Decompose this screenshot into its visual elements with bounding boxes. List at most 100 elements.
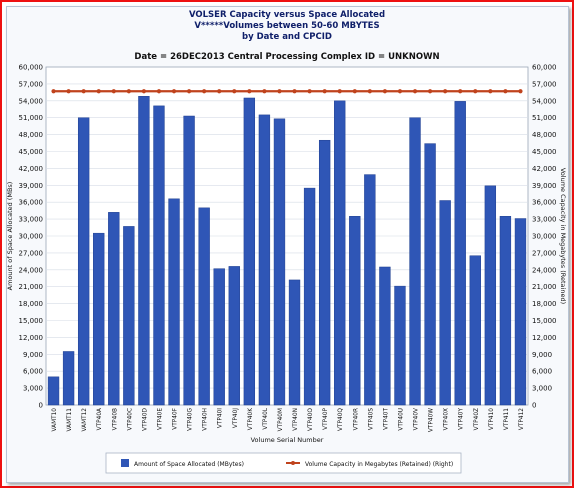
y-axis-left: 0 3,000 6,000 9,000 12,000 15,000 18,000 21,000… [19, 64, 44, 410]
y-tick-label-right: 9,000 [532, 351, 552, 359]
x-tick-label: VTP40O [308, 408, 314, 431]
legend-bar-swatch [121, 459, 129, 467]
bar [424, 143, 436, 406]
bar [334, 100, 346, 406]
y-tick-label-left: 42,000 [19, 165, 44, 173]
y-tick-label-right: 33,000 [532, 216, 557, 224]
y-tick-label-left: 60,000 [19, 64, 44, 72]
line-point [503, 89, 508, 94]
bar [123, 226, 135, 406]
line-point [473, 89, 478, 94]
x-tick-label: VTP412 [519, 408, 525, 430]
bar [62, 351, 75, 406]
line-series [51, 89, 523, 94]
line-point [307, 89, 312, 94]
x-tick-label: VTP40T [383, 408, 389, 430]
bar [77, 117, 90, 406]
bar [364, 174, 376, 406]
x-tick-label: VTP40H [203, 408, 209, 431]
bar [469, 255, 481, 406]
line-point [488, 89, 493, 94]
x-tick-label: VTP410 [489, 408, 495, 430]
bar-series [47, 96, 527, 406]
y-axis-right: 0 3,000 6,000 9,000 12,000 15,000 18,000 21,000… [532, 64, 557, 410]
y-tick-label-left: 51,000 [19, 114, 44, 122]
y-tick-label-left: 12,000 [19, 334, 44, 342]
line-point [292, 89, 297, 94]
y-tick-label-right: 45,000 [532, 148, 557, 156]
x-tick-label: VTP40S [368, 408, 374, 430]
bar [514, 218, 527, 406]
line-point [262, 89, 267, 94]
x-tick-label: VTP40I [218, 408, 224, 428]
bar [379, 266, 391, 406]
legend-line-marker [291, 461, 295, 465]
line-point [337, 89, 342, 94]
line-point [352, 89, 357, 94]
bar [303, 187, 316, 406]
line-point [367, 89, 372, 94]
bar [243, 97, 256, 406]
line-point [443, 89, 448, 94]
x-axis-label: Volume Serial Number [251, 436, 324, 444]
line-point [156, 89, 162, 94]
bar [349, 216, 361, 406]
line-point [412, 89, 418, 94]
line-point [111, 89, 116, 94]
bar [454, 101, 466, 406]
y-tick-label-right: 21,000 [532, 283, 557, 291]
y-tick-label-left: 48,000 [19, 131, 44, 139]
bar [93, 232, 105, 406]
y-axis-right-label: Volume Capacity in Megabytes (Retained) [559, 168, 567, 304]
x-tick-label: VTP40V [414, 408, 420, 430]
chart-title-line-1: VOLSER Capacity versus Space Allocated [189, 10, 385, 20]
y-tick-label-right: 48,000 [532, 131, 557, 139]
line-point [232, 89, 237, 94]
y-tick-label-right: 3,000 [532, 385, 552, 393]
x-tick-label: VTP40J [233, 408, 239, 428]
bar [153, 105, 165, 406]
y-tick-label-left: 21,000 [19, 283, 44, 291]
y-tick-label-left: 9,000 [23, 351, 43, 359]
line-point [141, 89, 147, 94]
bar [108, 212, 120, 406]
x-tick-label: VTP40B [112, 408, 118, 430]
line-point [382, 89, 388, 94]
bar [258, 114, 271, 406]
line-point [66, 89, 71, 94]
line-point [126, 89, 131, 94]
bar [409, 117, 421, 406]
y-tick-label-left: 6,000 [23, 368, 43, 376]
bar [47, 376, 60, 406]
x-tick-label: VTP411 [504, 408, 510, 430]
bar [273, 118, 286, 406]
bar [228, 266, 240, 406]
line-point [518, 89, 523, 94]
line-point [458, 89, 463, 94]
x-tick-label: VTP40Y [459, 408, 465, 430]
y-tick-label-right: 0 [532, 402, 536, 410]
y-tick-label-left: 0 [39, 402, 43, 410]
y-tick-label-right: 51,000 [532, 114, 557, 122]
bar [138, 96, 150, 406]
line-point [171, 89, 177, 94]
x-tick-label: VAMT10 [52, 408, 58, 432]
y-tick-label-right: 18,000 [532, 300, 557, 308]
bar [499, 216, 512, 406]
x-axis: VAMT10 VAMT11 VAMT12 VTP40A VTP40B VTP40C VTP4… [52, 407, 525, 432]
x-tick-label: VTP40F [173, 408, 179, 430]
y-tick-label-right: 15,000 [532, 317, 557, 325]
y-tick-label-left: 54,000 [19, 97, 44, 105]
bar [183, 115, 195, 406]
x-tick-label: VTP40W [429, 408, 435, 432]
chart-subtitle: Date = 26DEC2013 Central Processing Comp… [134, 52, 439, 62]
legend-box [105, 452, 462, 474]
y-tick-label-right: 12,000 [532, 334, 557, 342]
x-tick-label: VTP40R [353, 408, 359, 430]
y-tick-label-left: 15,000 [19, 317, 44, 325]
line-point [51, 89, 56, 94]
chart-title-line-2: V*****Volumes between 50-60 MBYTES [194, 21, 379, 31]
x-tick-label: VAMT12 [82, 408, 88, 432]
y-tick-label-left: 27,000 [19, 249, 44, 257]
x-tick-label: VTP40K [248, 408, 254, 430]
